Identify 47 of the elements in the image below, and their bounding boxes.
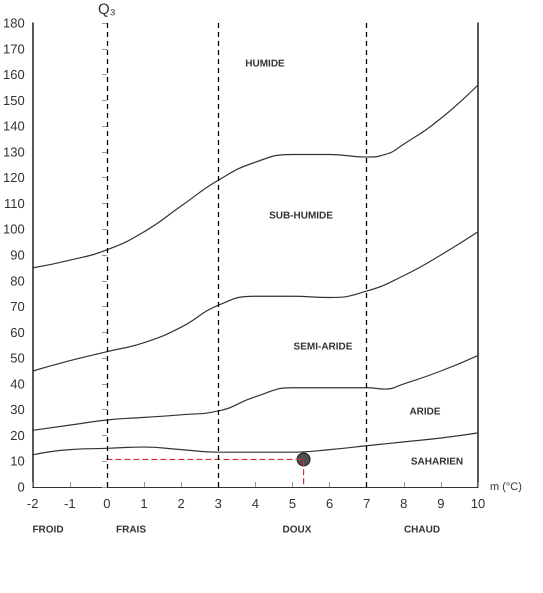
- line-series: [32, 432, 479, 456]
- x-tick-label: 4: [252, 496, 259, 511]
- y-tick-label: 110: [4, 196, 25, 211]
- y-tick-label: 90: [10, 248, 25, 262]
- annotation: SAHARIEN: [410, 456, 464, 468]
- y-tick-label: 100: [2, 222, 25, 237]
- y-tick-label: 10: [10, 454, 25, 469]
- y-tick-label: 30: [10, 402, 25, 418]
- text: FRAIS: [116, 524, 146, 536]
- x-tick-label: 7: [363, 496, 370, 511]
- y-tick-label: 170: [2, 41, 25, 56]
- x-tick-label: 10: [470, 496, 486, 511]
- y-tick-label: 130: [2, 144, 25, 160]
- x-tick-label: -1: [64, 496, 76, 511]
- text: CHAUD: [404, 524, 440, 536]
- y-tick-label: 180: [2, 16, 25, 30]
- y-tick-label: 20: [10, 428, 25, 443]
- x-tick-label: 8: [400, 496, 408, 511]
- y-tick-label: 140: [2, 118, 25, 134]
- x-tick-label: 3: [214, 496, 222, 511]
- y-tick-label: 70: [10, 299, 25, 314]
- text: DOUX: [282, 524, 312, 536]
- x-tick-label: 9: [437, 496, 445, 511]
- line-series: [32, 84, 479, 268]
- annotation: SEMI-ARIDE: [294, 342, 353, 352]
- y-tick-label: 160: [2, 67, 25, 82]
- line-series: [32, 354, 479, 431]
- y-tick-label: 120: [2, 170, 25, 186]
- x-tick-label: 5: [288, 496, 296, 511]
- x-tick-label: 2: [178, 496, 185, 511]
- y-tick-label: 60: [10, 324, 25, 340]
- annotation: SUB-HUMIDE: [269, 210, 334, 222]
- y-tick-label: 50: [10, 350, 25, 366]
- y-axis-title: Q₃: [98, 1, 116, 18]
- line-series: [32, 231, 479, 372]
- y-tick-label: 0: [17, 480, 25, 494]
- annotation: ARIDE: [409, 406, 441, 418]
- y-tick-label: 150: [2, 92, 25, 108]
- x-tick-label: -2: [26, 496, 38, 511]
- y-tick-label: 40: [10, 376, 25, 392]
- x-tick-label: 0: [103, 496, 111, 511]
- y-tick-label: 80: [10, 273, 25, 288]
- x-tick-label: 6: [326, 496, 334, 511]
- text: FROID: [32, 524, 64, 536]
- annotation: HUMIDE: [245, 58, 286, 70]
- x-tick-label: 1: [140, 496, 148, 511]
- x-axis-title: m (°C): [490, 481, 522, 493]
